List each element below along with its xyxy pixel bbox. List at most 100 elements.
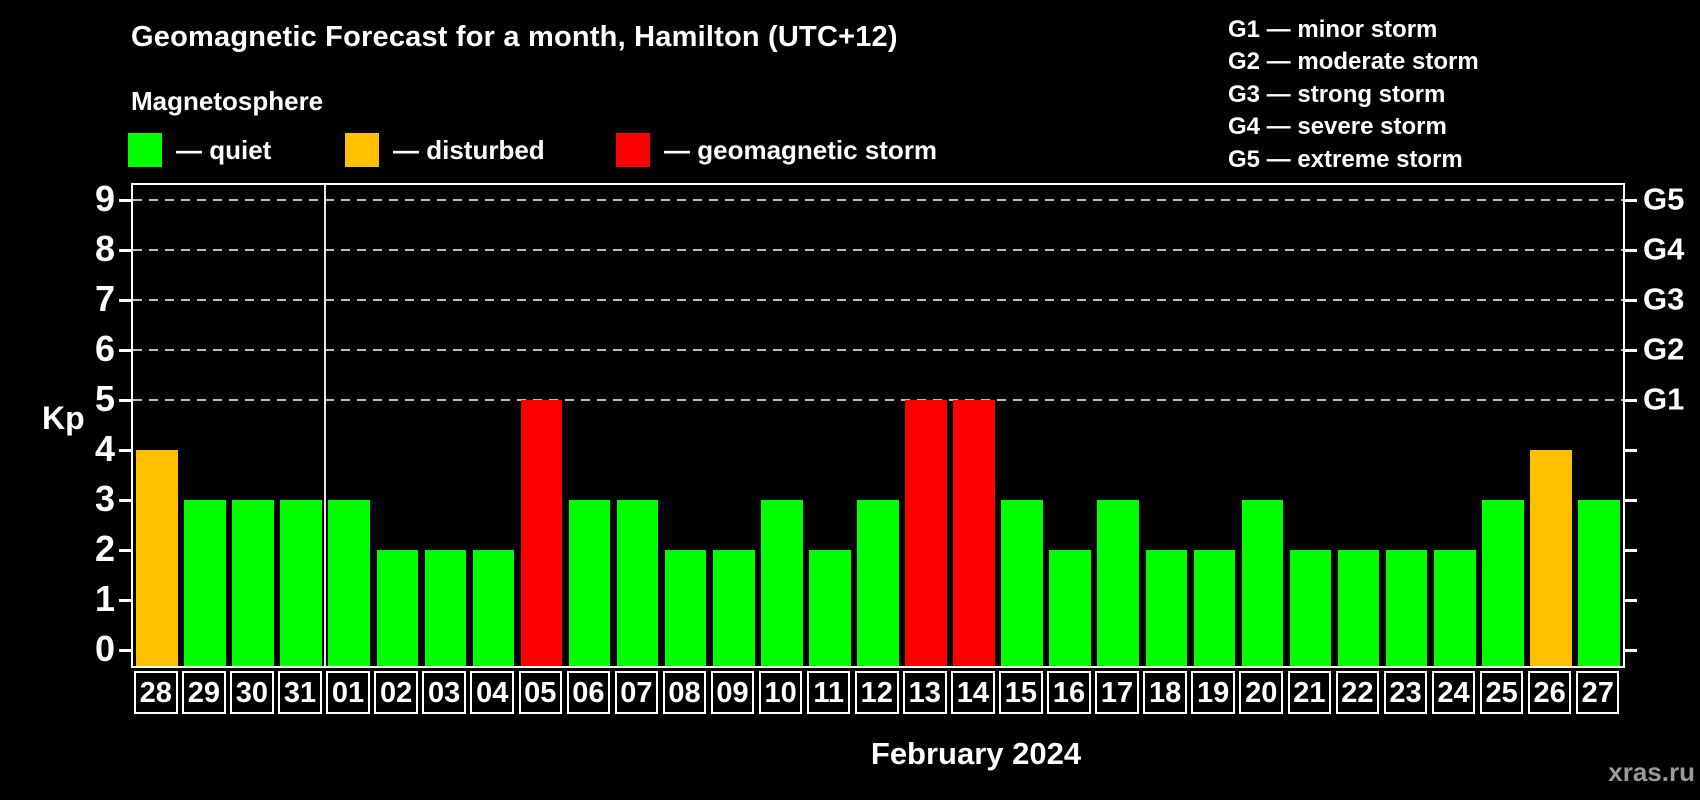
day-label-cell-27: 27 — [1575, 671, 1620, 714]
kp-bar-day-07 — [616, 500, 659, 666]
y-axis-tick-right-3 — [1625, 498, 1637, 502]
right-axis-label-g4: G4 — [1643, 231, 1685, 267]
day-label-cell-14: 14 — [951, 671, 995, 714]
kp-bar-day-29 — [184, 500, 226, 666]
gridline-kp9 — [133, 199, 1623, 201]
kp-bar-day-09 — [712, 550, 755, 666]
y-axis-tick-right-1 — [1625, 598, 1637, 602]
y-axis-tick-right-9 — [1625, 198, 1637, 202]
kp-bar-day-17 — [1097, 500, 1140, 666]
kp-bar-day-16 — [1049, 550, 1091, 666]
y-axis-tick-left-6 — [119, 348, 131, 352]
right-axis-label-g3: G3 — [1643, 281, 1685, 317]
y-axis-title: Kp — [42, 400, 85, 436]
y-axis-tick-right-6 — [1625, 348, 1637, 352]
y-axis-tick-right-7 — [1625, 298, 1637, 302]
day-label-cell-24: 24 — [1431, 671, 1476, 714]
y-axis-tick-right-8 — [1625, 248, 1637, 252]
y-axis-label-1: 1 — [94, 578, 115, 620]
kp-bar-day-28 — [136, 450, 178, 666]
g-legend-line-g5: G5 — extreme storm — [1228, 145, 1463, 173]
day-label-cell-09: 09 — [710, 671, 755, 714]
gridline-kp6 — [133, 349, 1623, 351]
kp-bar-day-14 — [953, 400, 995, 666]
legend-item-quiet: — quiet — [128, 133, 271, 167]
day-label-cell-26: 26 — [1527, 671, 1572, 714]
day-label-cell-15: 15 — [999, 671, 1043, 714]
x-axis-day-labels: 28 29 30 31 01 02 03 04 05 06 07 08 09 10 11 12 13 14 15 16… — [133, 671, 1623, 716]
day-label-cell-29: 29 — [182, 671, 226, 714]
y-axis-tick-right-2 — [1625, 548, 1637, 552]
day-label-cell-02: 02 — [374, 671, 418, 714]
y-axis-tick-right-0 — [1625, 648, 1637, 652]
x-axis-title: February 2024 — [870, 736, 1082, 771]
y-axis-tick-right-5 — [1625, 398, 1637, 402]
legend-label-quiet: — quiet — [176, 135, 272, 165]
day-label-cell-31: 31 — [278, 671, 322, 714]
legend-item-disturbed: — disturbed — [345, 133, 545, 167]
right-axis-label-g5: G5 — [1643, 181, 1685, 217]
day-label-cell-28: 28 — [134, 671, 178, 714]
day-label-cell-23: 23 — [1383, 671, 1428, 714]
gridline-kp5 — [133, 399, 1623, 401]
g-scale-legend: G1 — minor storm G2 — moderate storm G3 … — [1228, 14, 1479, 176]
y-axis-tick-left-8 — [119, 248, 131, 252]
y-axis-tick-left-9 — [119, 198, 131, 202]
y-axis-label-7: 7 — [94, 278, 115, 320]
y-axis-tick-left-2 — [119, 548, 131, 552]
right-axis-label-g1: G1 — [1643, 381, 1685, 417]
g-legend-line-g3: G3 — strong storm — [1228, 80, 1446, 108]
kp-bar-day-31 — [280, 500, 322, 666]
storm-color-swatch — [616, 133, 650, 167]
kp-bar-day-30 — [232, 500, 274, 666]
y-axis-label-9: 9 — [94, 178, 115, 220]
legend-item-storm: — geomagnetic storm — [616, 133, 937, 167]
kp-bar-day-21 — [1289, 550, 1332, 666]
y-axis-label-4: 4 — [94, 428, 115, 470]
day-label-cell-05: 05 — [518, 671, 563, 714]
g-legend-line-g2: G2 — moderate storm — [1228, 48, 1479, 76]
day-label-cell-06: 06 — [566, 671, 611, 714]
legend-label-storm: — geomagnetic storm — [664, 135, 938, 165]
day-label-cell-12: 12 — [854, 671, 899, 714]
g-legend-line-g1: G1 — minor storm — [1228, 16, 1438, 43]
kp-bar-day-20 — [1241, 500, 1284, 666]
kp-bar-day-26 — [1530, 450, 1572, 666]
kp-bar-day-01 — [328, 500, 371, 666]
kp-bar-day-08 — [664, 550, 707, 666]
disturbed-color-swatch — [345, 133, 379, 167]
day-label-cell-01: 01 — [326, 671, 370, 714]
day-label-cell-04: 04 — [470, 671, 514, 714]
watermark: xras.ru — [1608, 757, 1695, 787]
chart-title: Geomagnetic Forecast for a month, Hamilt… — [131, 21, 898, 53]
g-legend-line-g4: G4 — severe storm — [1228, 113, 1447, 141]
plot-area — [131, 183, 1625, 668]
y-axis-label-2: 2 — [94, 528, 115, 570]
y-axis-tick-left-3 — [119, 498, 131, 502]
y-axis-label-0: 0 — [94, 628, 115, 670]
kp-bar-day-05 — [520, 400, 563, 666]
kp-bar-day-03 — [424, 550, 467, 666]
day-label-cell-08: 08 — [662, 671, 707, 714]
y-axis-label-8: 8 — [94, 228, 115, 270]
day-label-cell-10: 10 — [758, 671, 803, 714]
kp-bar-day-19 — [1193, 550, 1236, 666]
day-label-cell-16: 16 — [1047, 671, 1091, 714]
kp-bar-day-11 — [809, 550, 851, 666]
day-label-cell-13: 13 — [903, 671, 947, 714]
day-label-cell-25: 25 — [1479, 671, 1524, 714]
kp-bar-day-15 — [1001, 500, 1043, 666]
kp-bar-day-10 — [761, 500, 803, 666]
month-separator-line — [324, 185, 327, 666]
kp-bar-day-12 — [857, 500, 899, 666]
kp-bar-day-25 — [1482, 500, 1524, 666]
y-axis-tick-left-5 — [119, 398, 131, 402]
y-axis-label-5: 5 — [94, 378, 115, 420]
day-label-cell-21: 21 — [1287, 671, 1332, 714]
day-label-cell-11: 11 — [806, 671, 851, 714]
kp-bar-day-23 — [1385, 550, 1428, 666]
gridline-kp8 — [133, 249, 1623, 251]
kp-bar-day-22 — [1337, 550, 1380, 666]
quiet-color-swatch — [128, 133, 162, 167]
kp-bar-day-24 — [1433, 550, 1476, 666]
